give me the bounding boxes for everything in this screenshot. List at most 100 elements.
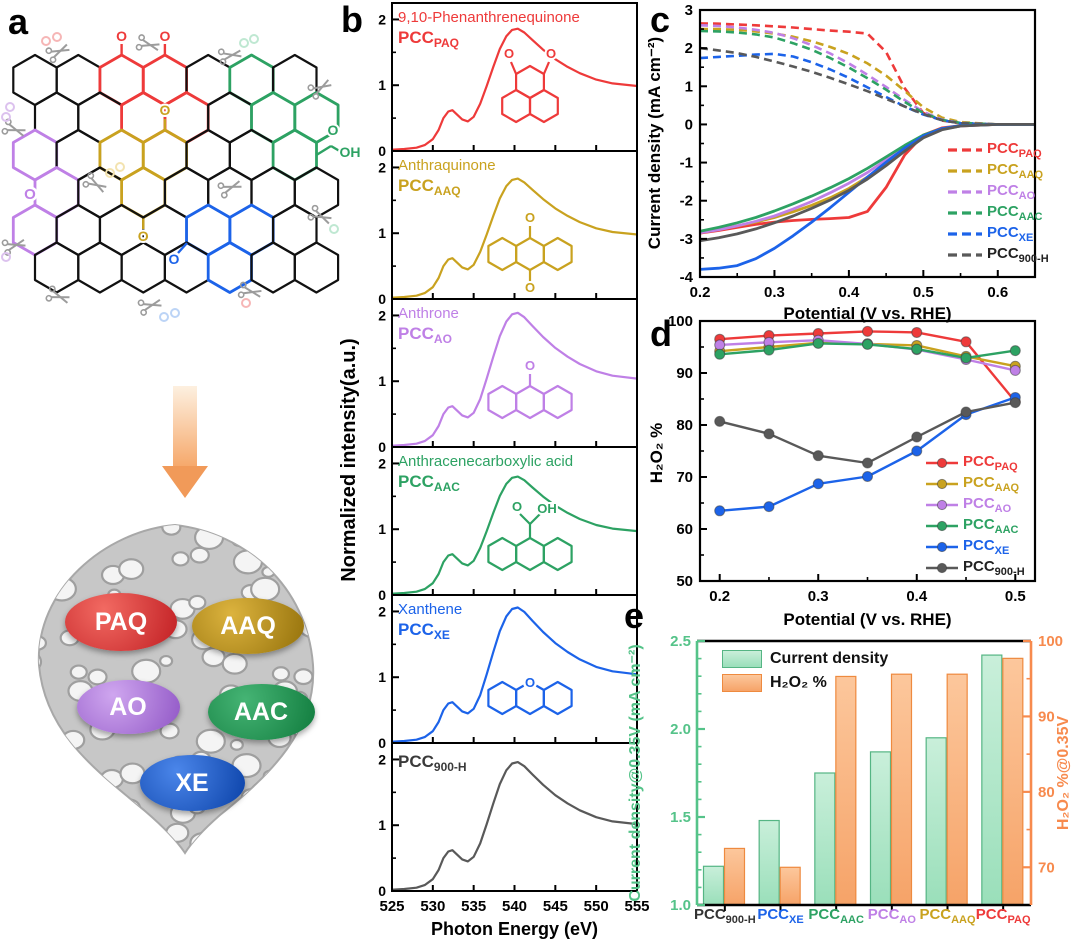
category-label-AAC: PCCAAC xyxy=(808,906,864,926)
svg-text:0: 0 xyxy=(378,439,386,455)
legend-item-AAC: PCCAAC xyxy=(925,515,1025,536)
svg-text:2.5: 2.5 xyxy=(670,633,691,650)
panel-c-legend: PCCPAQ PCCAAQ PCCAO PCCAAC PCCXE PCC900-H xyxy=(947,139,1049,265)
svg-text:Potential (V vs. RHE): Potential (V vs. RHE) xyxy=(783,304,951,323)
svg-text:525: 525 xyxy=(379,898,404,915)
svg-text:1: 1 xyxy=(378,77,386,93)
svg-text:O: O xyxy=(169,251,180,267)
svg-text:0.5: 0.5 xyxy=(913,284,934,301)
svg-text:0: 0 xyxy=(685,116,693,133)
svg-text:0.6: 0.6 xyxy=(987,284,1008,301)
bar-AO-current xyxy=(869,751,892,906)
svg-text:0: 0 xyxy=(378,735,386,751)
svg-text:555: 555 xyxy=(624,898,649,915)
panel-c-label: c xyxy=(650,0,671,40)
svg-text:1: 1 xyxy=(378,225,386,241)
svg-text:O: O xyxy=(504,46,514,61)
legend-item-AAQ: PCCAAQ xyxy=(948,160,1044,181)
legend-item-h2o2: H₂O₂ % xyxy=(722,671,888,695)
panel-e-bar-chart: 1.0 1.5 2.0 2.5 70 80 90 100 Current density@0.3… xyxy=(627,633,1072,914)
svg-text:1: 1 xyxy=(685,78,693,95)
bar-XE-current xyxy=(758,819,780,906)
svg-text:OH: OH xyxy=(537,501,557,516)
legend-item-current-density: Current density xyxy=(722,647,888,671)
bar-AAQ-current xyxy=(925,737,947,906)
legend-item-PAQ: PCCPAQ xyxy=(948,139,1042,160)
svg-text:-1: -1 xyxy=(680,155,693,172)
bar-PAQ-current xyxy=(981,654,1003,906)
svg-text:-4: -4 xyxy=(680,269,694,286)
svg-text:540: 540 xyxy=(502,898,527,915)
svg-text:100: 100 xyxy=(1038,633,1063,650)
legend-item-XE: PCCXE xyxy=(925,536,1025,557)
scissors-icon xyxy=(237,281,262,299)
svg-text:PCCXE: PCCXE xyxy=(398,620,450,642)
svg-text:0: 0 xyxy=(378,883,386,899)
scissors-icon xyxy=(217,48,242,66)
panel-d-label: d xyxy=(650,313,672,354)
bar-H900-h2o2 xyxy=(723,847,746,906)
svg-text:Anthracenecarboxylic acid: Anthracenecarboxylic acid xyxy=(398,453,573,470)
legend-item-AAQ: PCCAAQ xyxy=(925,473,1025,494)
svg-text:-2: -2 xyxy=(680,193,693,210)
legend-item-PAQ: PCCPAQ xyxy=(925,452,1025,473)
panel-e-label: e xyxy=(624,595,645,636)
svg-text:80: 80 xyxy=(1038,784,1055,801)
svg-text:1: 1 xyxy=(378,373,386,389)
svg-text:1: 1 xyxy=(378,669,386,685)
scissors-icon xyxy=(45,43,70,64)
category-label-XE: PCCXE xyxy=(757,906,804,926)
bar-XE-h2o2 xyxy=(779,866,801,906)
svg-text:Photon Energy (eV): Photon Energy (eV) xyxy=(431,919,598,939)
svg-text:3: 3 xyxy=(685,2,693,19)
panel-a-label: a xyxy=(8,1,29,42)
svg-text:H₂O₂ %: H₂O₂ % xyxy=(647,423,666,483)
category-label-AAQ: PCCAAQ xyxy=(919,906,976,926)
svg-text:O: O xyxy=(328,122,339,138)
svg-text:Normalized intensity(a.u.): Normalized intensity(a.u.) xyxy=(338,338,360,581)
panel-b-spectra-chart: Normalized intensity(a.u.) 0 1 2 9,10-Phenan… xyxy=(338,2,650,939)
oval-PAQ: PAQ xyxy=(65,593,177,651)
svg-text:PCC900-H: PCC900-H xyxy=(398,752,467,774)
oval-AAC: AAC xyxy=(207,684,315,740)
svg-text:550: 550 xyxy=(584,898,609,915)
oval-AAQ: AAQ xyxy=(192,598,304,654)
svg-text:90: 90 xyxy=(1038,708,1055,725)
svg-text:O: O xyxy=(525,210,535,225)
svg-text:2: 2 xyxy=(378,603,386,619)
category-label-PAQ: PCCPAQ xyxy=(975,906,1031,926)
bar-AO-h2o2 xyxy=(890,673,913,906)
svg-text:1.5: 1.5 xyxy=(670,809,691,826)
svg-text:O: O xyxy=(138,228,149,244)
scissors-icon xyxy=(1,118,26,137)
svg-text:O: O xyxy=(525,358,535,373)
scissors-icon xyxy=(82,172,107,193)
svg-text:0: 0 xyxy=(378,143,386,159)
svg-text:0.2: 0.2 xyxy=(690,284,711,301)
svg-text:Potential (V vs. RHE): Potential (V vs. RHE) xyxy=(783,610,951,629)
svg-text:Current density@0.35V (mA cm⁻²: Current density@0.35V (mA cm⁻²) xyxy=(627,644,644,901)
svg-text:0.5: 0.5 xyxy=(1005,588,1026,605)
svg-text:PCCPAQ: PCCPAQ xyxy=(398,28,459,50)
svg-text:2.0: 2.0 xyxy=(670,721,691,738)
svg-text:Current density (mA cm⁻²): Current density (mA cm⁻²) xyxy=(645,37,664,249)
bar-AAC-h2o2 xyxy=(835,675,857,906)
svg-text:1: 1 xyxy=(378,817,386,833)
svg-text:0.4: 0.4 xyxy=(838,284,860,301)
transformation-arrow-icon xyxy=(162,386,208,498)
svg-text:0.2: 0.2 xyxy=(709,588,730,605)
scissors-icon xyxy=(45,285,70,304)
panel-e-category-labels: PCC900-H PCCXE PCCAAC PCCAO PCCAAQ PCCPAQ xyxy=(0,906,1080,936)
svg-text:O: O xyxy=(512,499,522,514)
svg-text:530: 530 xyxy=(420,898,445,915)
category-label-AO: PCCAO xyxy=(867,906,916,926)
panel-d-h2o2-chart: 0.2 0.3 0.4 0.5 50 60 70 80 90 100 Potential (V vs… xyxy=(647,313,1037,629)
legend-item-H900: PCC900-H xyxy=(948,244,1049,265)
svg-text:2: 2 xyxy=(378,11,386,27)
svg-text:60: 60 xyxy=(676,521,693,538)
scissors-icon xyxy=(137,298,162,316)
legend-item-AO: PCCAO xyxy=(948,181,1036,202)
oval-XE: XE xyxy=(139,755,245,811)
svg-text:2: 2 xyxy=(378,159,386,175)
